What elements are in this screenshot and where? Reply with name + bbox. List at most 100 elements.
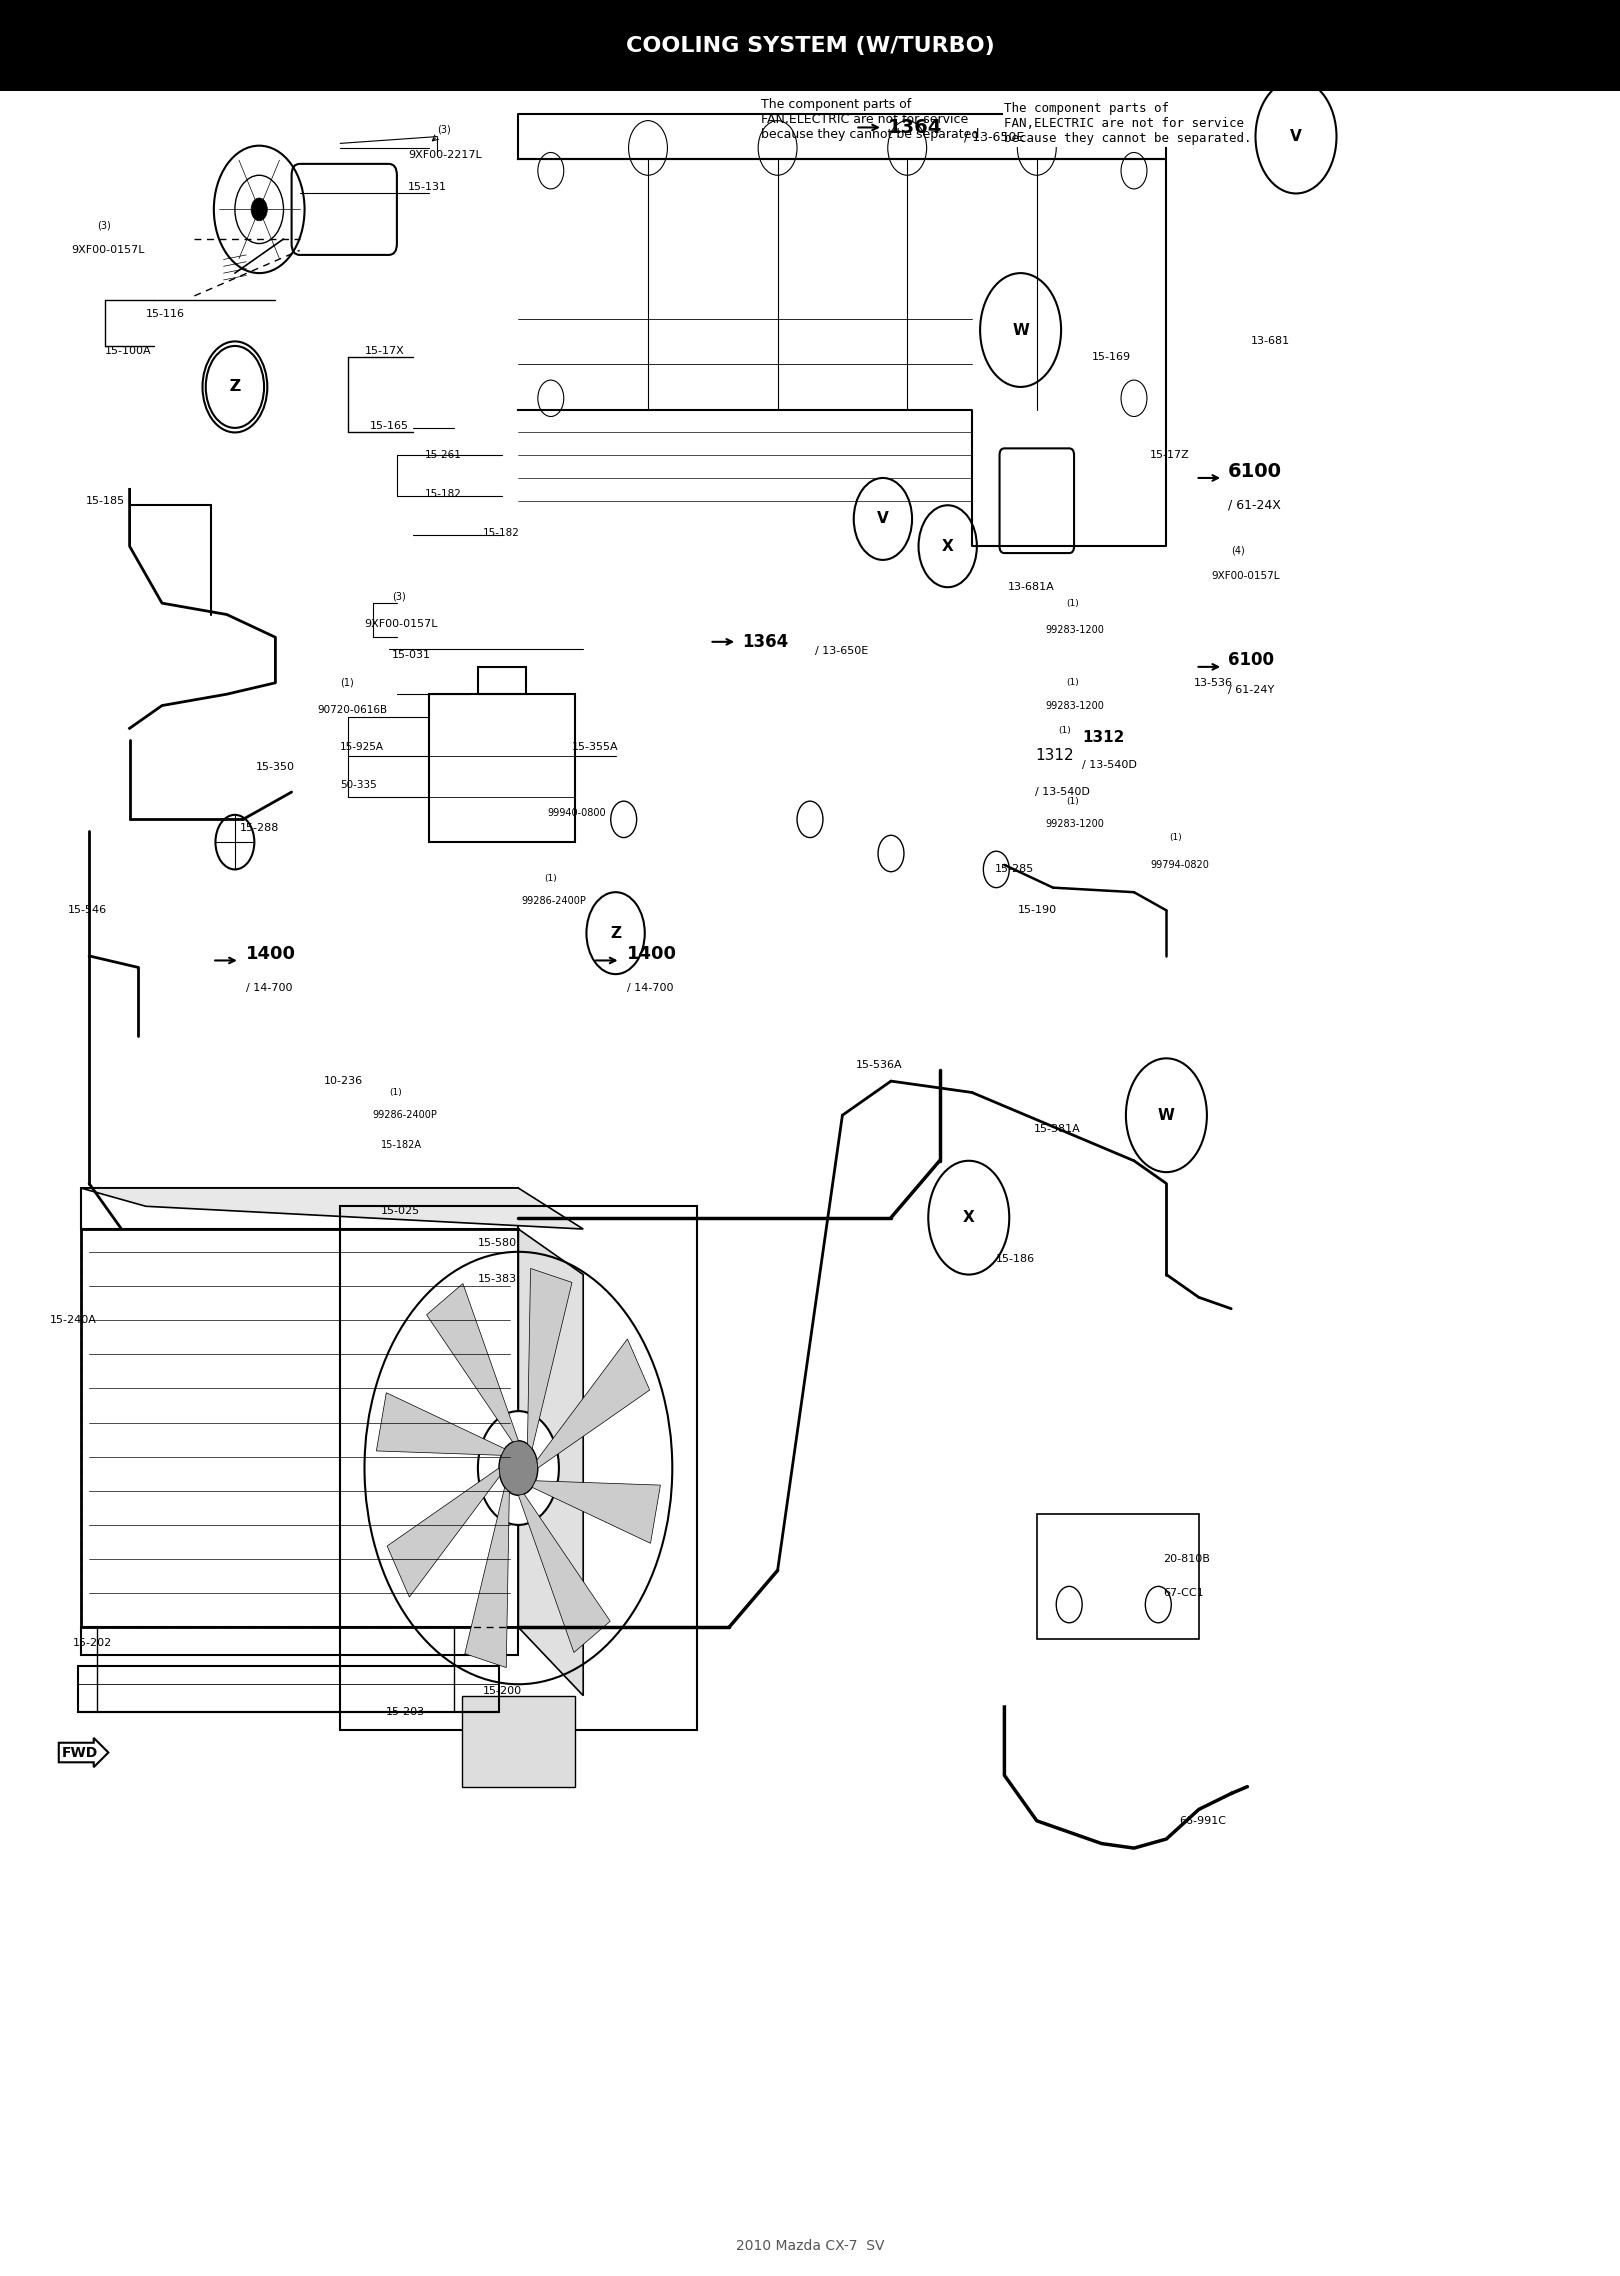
Text: (1): (1): [389, 1088, 402, 1097]
Text: (1): (1): [1058, 726, 1071, 735]
Text: 66-991C: 66-991C: [1179, 1816, 1226, 1825]
Text: 15-203: 15-203: [386, 1707, 424, 1716]
Polygon shape: [536, 1338, 650, 1468]
Circle shape: [538, 380, 564, 417]
Text: 13-681: 13-681: [1251, 337, 1290, 346]
Text: 15-200: 15-200: [483, 1687, 522, 1696]
Polygon shape: [426, 1284, 518, 1443]
Circle shape: [1145, 1586, 1171, 1623]
Text: 1364: 1364: [888, 118, 943, 137]
Circle shape: [1121, 380, 1147, 417]
Text: 1364: 1364: [742, 633, 789, 651]
Polygon shape: [81, 1188, 583, 1229]
Text: Z: Z: [230, 380, 240, 394]
Text: 20-810B: 20-810B: [1163, 1555, 1210, 1564]
Circle shape: [538, 152, 564, 189]
Text: 15-350: 15-350: [256, 762, 295, 772]
Text: 1312: 1312: [1082, 731, 1124, 744]
Text: / 13-650E: / 13-650E: [964, 130, 1024, 143]
Text: 15-17Z: 15-17Z: [1150, 451, 1191, 460]
Text: 15-182: 15-182: [483, 528, 520, 537]
Text: 15-288: 15-288: [240, 824, 279, 833]
Text: Z: Z: [230, 380, 240, 394]
Text: 15-381A: 15-381A: [1034, 1124, 1081, 1133]
Text: 50-335: 50-335: [340, 781, 377, 790]
Text: 15-182A: 15-182A: [381, 1140, 421, 1149]
Text: / 13-540D: / 13-540D: [1082, 760, 1137, 769]
Text: 15-185: 15-185: [86, 496, 125, 505]
Bar: [462, 1696, 575, 1787]
Circle shape: [499, 1441, 538, 1495]
Polygon shape: [376, 1393, 505, 1454]
Text: 1400: 1400: [246, 945, 296, 963]
Text: 15-165: 15-165: [369, 421, 408, 430]
Text: 99940-0800: 99940-0800: [548, 808, 606, 817]
Text: / 61-24X: / 61-24X: [1228, 498, 1281, 512]
Text: (1): (1): [340, 678, 353, 687]
Text: (1): (1): [544, 874, 557, 883]
Text: 9XF00-0157L: 9XF00-0157L: [71, 246, 144, 255]
Text: 15-925A: 15-925A: [340, 742, 384, 751]
Text: 15-025: 15-025: [381, 1206, 420, 1215]
Text: 67-CC1: 67-CC1: [1163, 1589, 1204, 1598]
Text: The component parts of
FAN,ELECTRIC are not for service
because they cannot be s: The component parts of FAN,ELECTRIC are …: [1004, 102, 1252, 146]
Text: 2010 Mazda CX-7  SV: 2010 Mazda CX-7 SV: [735, 2240, 885, 2253]
Text: 99794-0820: 99794-0820: [1150, 860, 1209, 869]
Text: 99283-1200: 99283-1200: [1045, 701, 1103, 710]
Text: (1): (1): [1170, 833, 1183, 842]
Text: V: V: [876, 512, 889, 526]
Text: / 14-700: / 14-700: [246, 983, 293, 992]
Text: 99283-1200: 99283-1200: [1045, 819, 1103, 828]
Circle shape: [1121, 152, 1147, 189]
Text: 1400: 1400: [627, 945, 677, 963]
Text: The component parts of
FAN,ELECTRIC are not for service
because they cannot be s: The component parts of FAN,ELECTRIC are …: [761, 98, 983, 141]
Text: 10-236: 10-236: [324, 1077, 363, 1086]
Bar: [81, 1188, 518, 1229]
Text: 9XF00-2217L: 9XF00-2217L: [408, 150, 483, 159]
Text: 15-116: 15-116: [146, 310, 185, 319]
Bar: [478, 667, 526, 694]
Polygon shape: [518, 1493, 611, 1652]
Bar: [81, 1229, 518, 1627]
Text: / 13-650E: / 13-650E: [815, 646, 868, 655]
Text: / 14-700: / 14-700: [627, 983, 674, 992]
Text: 99283-1200: 99283-1200: [1045, 626, 1103, 635]
Text: 15-383: 15-383: [478, 1275, 517, 1284]
Text: (3): (3): [437, 125, 450, 134]
Text: 15-202: 15-202: [73, 1639, 112, 1648]
Text: 9XF00-0157L: 9XF00-0157L: [1212, 571, 1280, 580]
Text: W: W: [1012, 323, 1029, 337]
Text: (3): (3): [97, 221, 110, 230]
Text: 15-261: 15-261: [424, 451, 462, 460]
Text: FWD: FWD: [62, 1746, 97, 1759]
Bar: [0, 0, 1620, 91]
Bar: [340, 1206, 697, 1730]
Polygon shape: [518, 1229, 583, 1696]
Text: 15-17X: 15-17X: [364, 346, 405, 355]
Text: / 61-24Y: / 61-24Y: [1228, 685, 1275, 694]
Circle shape: [251, 198, 267, 221]
Text: 15-031: 15-031: [392, 651, 431, 660]
Text: 15-182: 15-182: [424, 489, 462, 498]
Text: / 13-540D: / 13-540D: [1035, 787, 1090, 797]
Text: 13-536: 13-536: [1194, 678, 1233, 687]
Text: 15-131: 15-131: [408, 182, 447, 191]
Text: 13-681A: 13-681A: [1008, 583, 1055, 592]
Text: (4): (4): [1231, 546, 1244, 555]
Text: 1312: 1312: [1035, 749, 1074, 762]
Bar: [1037, 1514, 1199, 1639]
Text: 15-240A: 15-240A: [50, 1316, 97, 1325]
Text: 90720-0616B: 90720-0616B: [318, 706, 387, 715]
Polygon shape: [465, 1486, 509, 1668]
Text: 15-186: 15-186: [996, 1254, 1035, 1263]
Polygon shape: [531, 1482, 661, 1543]
Text: 99286-2400P: 99286-2400P: [373, 1111, 437, 1120]
Text: 15-546: 15-546: [68, 906, 107, 915]
Text: X: X: [941, 539, 954, 553]
Text: 15-285: 15-285: [995, 865, 1034, 874]
Text: (3): (3): [392, 592, 405, 601]
Circle shape: [478, 1411, 559, 1525]
Text: X: X: [962, 1211, 975, 1224]
Text: 15-190: 15-190: [1017, 906, 1056, 915]
Text: 15-355A: 15-355A: [572, 742, 619, 751]
